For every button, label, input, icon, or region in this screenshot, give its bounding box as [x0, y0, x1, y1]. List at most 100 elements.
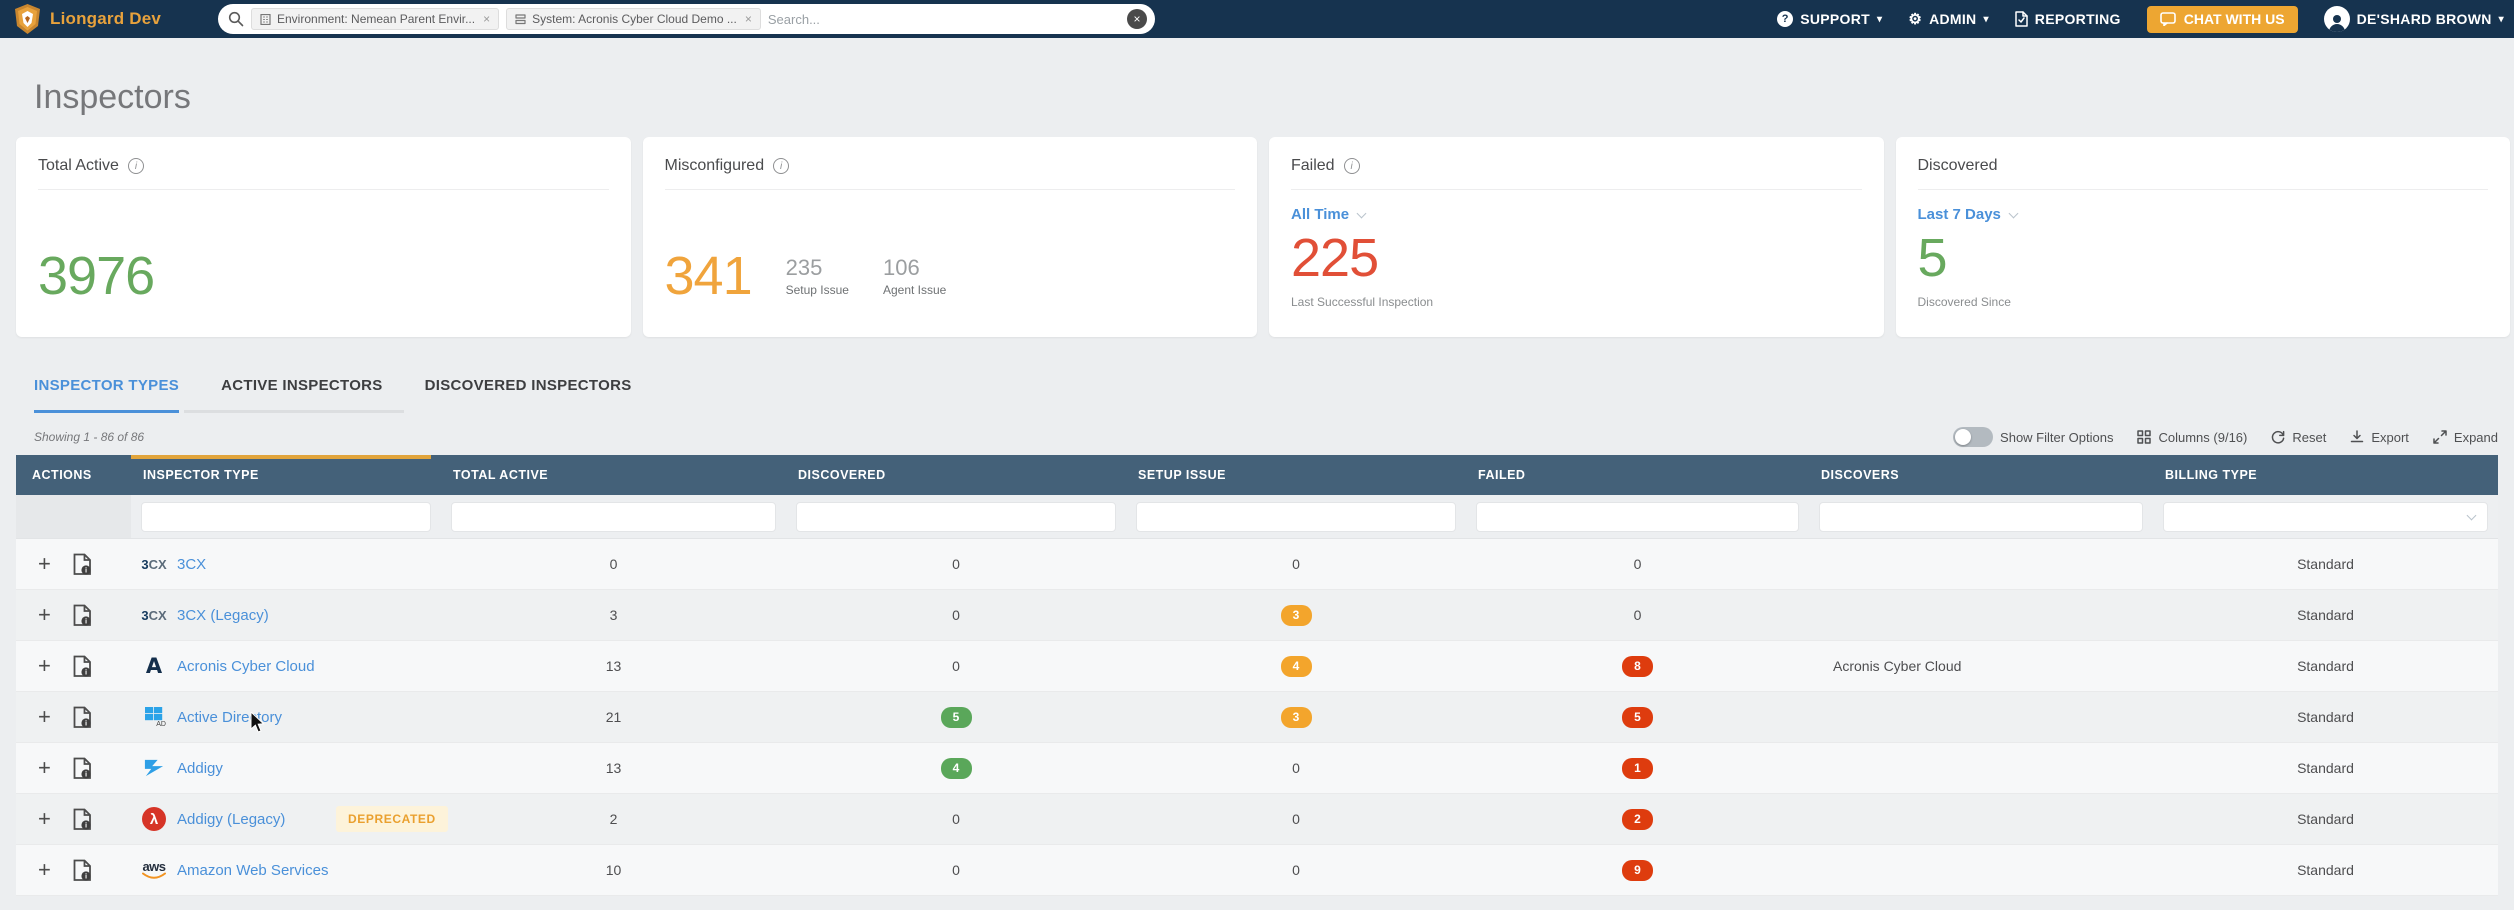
chat-with-us-button[interactable]: CHAT WITH US: [2146, 5, 2298, 33]
search-filter-chip-system[interactable]: System: Acronis Cyber Cloud Demo ... ×: [506, 8, 761, 30]
info-icon[interactable]: i: [1343, 158, 1360, 174]
misconfigured-value: 341: [664, 246, 753, 306]
global-search-bar[interactable]: Environment: Nemean Parent Envir... × Sy…: [218, 4, 1155, 34]
add-inspector-icon[interactable]: +: [38, 755, 51, 780]
support-menu[interactable]: ? SUPPORT ▾: [1777, 11, 1882, 27]
add-inspector-icon[interactable]: +: [38, 602, 51, 627]
tab-active-inspectors[interactable]: ACTIVE INSPECTORS: [221, 377, 383, 394]
discovered-cell: 0: [952, 556, 960, 572]
billing-type-cell: Standard: [2297, 760, 2354, 776]
col-header-total-active[interactable]: TOTAL ACTIVE: [453, 468, 549, 482]
svg-text:i: i: [85, 718, 87, 727]
inspector-docs-icon[interactable]: i: [73, 757, 92, 780]
inspector-type-link[interactable]: Addigy: [177, 759, 223, 777]
inspector-type-link[interactable]: Acronis Cyber Cloud: [177, 657, 315, 675]
filter-input-total-active[interactable]: [451, 501, 776, 532]
filter-input-discovers[interactable]: [1819, 501, 2143, 532]
divider: [664, 189, 1235, 190]
inspector-type-link[interactable]: 3CX: [177, 555, 207, 573]
inspector-type-link[interactable]: Addigy (Legacy): [177, 810, 286, 828]
col-header-setup-issue[interactable]: SETUP ISSUE: [1138, 468, 1226, 482]
filter-input-failed[interactable]: [1476, 501, 1799, 532]
setup-issue-cell: 4: [1126, 655, 1466, 677]
col-header-billing-type[interactable]: BILLING TYPE: [2165, 468, 2258, 482]
chat-label: CHAT WITH US: [2183, 11, 2285, 27]
user-name-label: DE'SHARD BROWN: [2356, 11, 2492, 27]
col-header-discovered[interactable]: DISCOVERED: [798, 468, 886, 482]
inspector-docs-icon[interactable]: i: [73, 859, 92, 882]
count-badge: 2: [1622, 808, 1653, 830]
expand-label: Expand: [2453, 429, 2498, 445]
failed-range-dropdown[interactable]: All Time: [1291, 206, 1862, 223]
billing-type-cell: Standard: [2297, 862, 2354, 878]
brand[interactable]: Liongard Dev: [0, 4, 205, 34]
table-header-row: ACTIONS INSPECTOR TYPE TOTAL ACTIVE DISC…: [16, 455, 2498, 495]
sorted-column-indicator: [131, 455, 431, 459]
substat-value: 235: [785, 255, 823, 280]
user-menu[interactable]: DE'SHARD BROWN ▾: [2323, 6, 2504, 32]
chevron-down-icon: ▾: [1983, 13, 1989, 25]
reporting-menu[interactable]: REPORTING: [2015, 11, 2121, 27]
add-inspector-icon[interactable]: +: [38, 806, 51, 831]
inspector-docs-icon[interactable]: i: [73, 706, 92, 729]
expand-button[interactable]: Expand: [2433, 430, 2498, 445]
acronis-logo-icon: A: [145, 654, 163, 678]
count-badge: 9: [1622, 859, 1653, 881]
filter-input-inspector-type[interactable]: [141, 501, 431, 532]
support-label: SUPPORT: [1800, 11, 1870, 27]
inspector-docs-icon[interactable]: i: [73, 553, 92, 576]
billing-type-cell: Standard: [2297, 658, 2354, 674]
info-icon[interactable]: i: [127, 158, 144, 174]
range-label: All Time: [1291, 206, 1350, 223]
setup-issue-cell: 3: [1126, 706, 1466, 728]
admin-menu[interactable]: ⚙ ADMIN ▾: [1908, 10, 1988, 28]
add-inspector-icon[interactable]: +: [38, 857, 51, 882]
filter-select-billing-type[interactable]: [2163, 501, 2488, 532]
col-header-failed[interactable]: FAILED: [1478, 468, 1526, 482]
add-inspector-icon[interactable]: +: [38, 551, 51, 576]
discovers-cell: Acronis Cyber Cloud: [1833, 658, 1962, 674]
table-body: + i 3 CX 3CX 0 0 0 0 Standard + i: [16, 539, 2498, 896]
col-header-discovers[interactable]: DISCOVERS: [1821, 468, 1900, 482]
chip-close-icon[interactable]: ×: [483, 12, 491, 26]
tab-discovered-inspectors[interactable]: DISCOVERED INSPECTORS: [424, 377, 632, 394]
columns-label: Columns (9/16): [2158, 429, 2248, 445]
search-input[interactable]: Search...: [767, 11, 820, 27]
tab-inspector-types[interactable]: INSPECTOR TYPES: [34, 377, 180, 413]
failed-cell: 8: [1466, 655, 1809, 677]
chevron-down-icon: [2008, 208, 2019, 219]
svg-text:i: i: [85, 820, 87, 829]
chevron-down-icon: [2466, 510, 2477, 521]
col-header-actions[interactable]: ACTIONS: [32, 468, 92, 482]
discovered-range-dropdown[interactable]: Last 7 Days: [1918, 206, 2489, 223]
chip-close-icon[interactable]: ×: [744, 12, 752, 26]
show-filter-options-toggle[interactable]: Show Filter Options: [1953, 427, 2113, 447]
discovered-card: Discovered Last 7 Days 5 Discovered Sinc…: [1895, 137, 2510, 337]
gear-icon: ⚙: [1908, 11, 1923, 28]
inspector-docs-icon[interactable]: i: [73, 655, 92, 678]
search-icon: [228, 11, 244, 27]
filter-input-setup-issue[interactable]: [1136, 501, 1456, 532]
info-icon[interactable]: i: [773, 158, 790, 174]
search-clear-icon[interactable]: ×: [1127, 9, 1147, 29]
filter-toggle-label: Show Filter Options: [2000, 429, 2114, 445]
export-button[interactable]: Export: [2350, 430, 2409, 445]
columns-button[interactable]: Columns (9/16): [2137, 430, 2247, 445]
aws-logo-icon: aws: [139, 860, 169, 880]
inspector-docs-icon[interactable]: i: [73, 604, 92, 627]
col-header-inspector-type[interactable]: INSPECTOR TYPE: [143, 468, 259, 482]
inspector-docs-icon[interactable]: i: [73, 808, 92, 831]
inspectors-tabbar: INSPECTOR TYPES ACTIVE INSPECTORS DISCOV…: [34, 377, 2514, 413]
billing-type-cell: Standard: [2297, 709, 2354, 725]
discovered-cell: 0: [952, 658, 960, 674]
add-inspector-icon[interactable]: +: [38, 653, 51, 678]
search-filter-chip-environment[interactable]: Environment: Nemean Parent Envir... ×: [251, 8, 500, 30]
card-title: Failed: [1291, 157, 1335, 174]
inspector-type-link[interactable]: Amazon Web Services: [177, 861, 329, 879]
toggle-switch[interactable]: [1953, 427, 1994, 447]
failed-cell: 9: [1466, 859, 1809, 881]
inspector-type-link[interactable]: 3CX (Legacy): [177, 606, 269, 624]
filter-input-discovered[interactable]: [796, 501, 1116, 532]
reset-button[interactable]: Reset: [2271, 430, 2326, 445]
add-inspector-icon[interactable]: +: [38, 704, 51, 729]
